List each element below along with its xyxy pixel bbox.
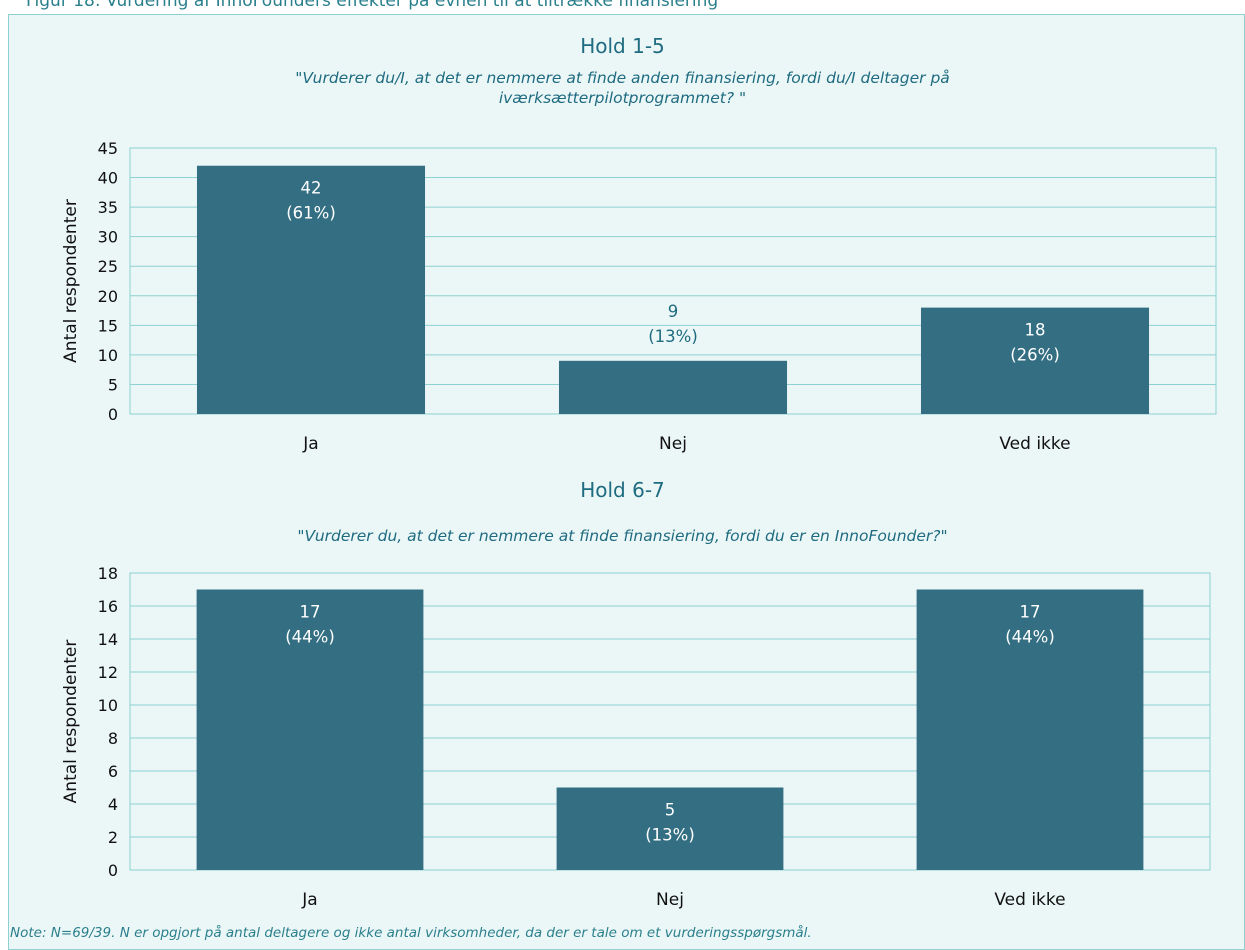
y-axis-label: Antal respondenter — [61, 640, 81, 804]
y-tick-label: 5 — [108, 375, 118, 394]
data-label: 17 — [1020, 603, 1041, 622]
x-tick-label: Ja — [301, 890, 317, 910]
data-label: 5 — [665, 801, 676, 820]
y-tick-label: 12 — [98, 663, 118, 682]
y-tick-label: 0 — [108, 405, 118, 424]
bar — [556, 787, 784, 870]
x-tick-label: Nej — [659, 434, 687, 454]
y-axis-label: Antal respondenter — [61, 199, 81, 363]
data-label: 42 — [301, 179, 322, 198]
x-tick-label: Ved ikke — [999, 434, 1070, 454]
bar — [558, 360, 788, 414]
y-tick-label: 35 — [98, 198, 118, 217]
chart-2-subtitle-line-1: "Vurderer du, at det er nemmere at finde… — [297, 527, 948, 545]
chart-2-title: Hold 6-7 — [580, 478, 665, 502]
chart-1-plot: 0 5 10 15 20 25 30 35 40 45 Antal respondenter Ja 42… — [61, 139, 1217, 454]
y-tick-label: 10 — [98, 346, 118, 365]
y-tick-label: 15 — [98, 316, 118, 335]
x-tick-label: Ved ikke — [994, 890, 1065, 910]
y-tick-label: 25 — [98, 257, 118, 276]
chart-1-title: Hold 1-5 — [580, 34, 665, 58]
y-tick-label: 18 — [98, 564, 118, 583]
y-tick-label: 10 — [98, 696, 118, 715]
bar — [196, 589, 424, 870]
data-label: (44%) — [285, 628, 335, 647]
x-tick-label: Nej — [656, 890, 684, 910]
bar — [920, 307, 1150, 414]
y-tick-label: 16 — [98, 597, 118, 616]
y-tick-label: 45 — [98, 139, 118, 158]
data-label: 18 — [1025, 321, 1046, 340]
y-tick-label: 6 — [108, 762, 118, 781]
y-tick-label: 14 — [98, 630, 118, 649]
figure-caption: Figur 18: Vurdering af InnoFounders effe… — [26, 0, 719, 11]
y-tick-label: 40 — [98, 169, 118, 188]
data-label: (44%) — [1005, 628, 1055, 647]
chart-1-subtitle-line-2: iværksætterpilotprogrammet? " — [498, 89, 747, 107]
y-tick-label: 8 — [108, 729, 118, 748]
y-tick-label: 2 — [108, 828, 118, 847]
data-label: (13%) — [645, 826, 695, 845]
data-label: (61%) — [286, 204, 336, 223]
data-label: (26%) — [1010, 346, 1060, 365]
chart-2-subtitle: "Vurderer du, at det er nemmere at finde… — [0, 526, 1245, 546]
chart-2-plot: 0 2 4 6 8 10 12 14 16 18 Antal respondenter Ja 17 (44… — [61, 564, 1211, 910]
y-tick-label: 30 — [98, 228, 118, 247]
bar — [196, 165, 426, 414]
chart-1-subtitle: "Vurderer du/I, at det er nemmere at fin… — [0, 68, 1245, 108]
x-tick-label: Ja — [302, 434, 318, 454]
y-tick-label: 20 — [98, 287, 118, 306]
bar — [916, 589, 1144, 870]
data-label: 17 — [300, 603, 321, 622]
data-label: 9 — [668, 302, 679, 321]
figure-note: Note: N=69/39. N er opgjort på antal del… — [10, 925, 812, 941]
chart-1-subtitle-line-1: "Vurderer du/I, at det er nemmere at fin… — [295, 69, 950, 87]
y-tick-label: 0 — [108, 861, 118, 880]
y-tick-label: 4 — [108, 795, 118, 814]
data-label: (13%) — [648, 327, 698, 346]
